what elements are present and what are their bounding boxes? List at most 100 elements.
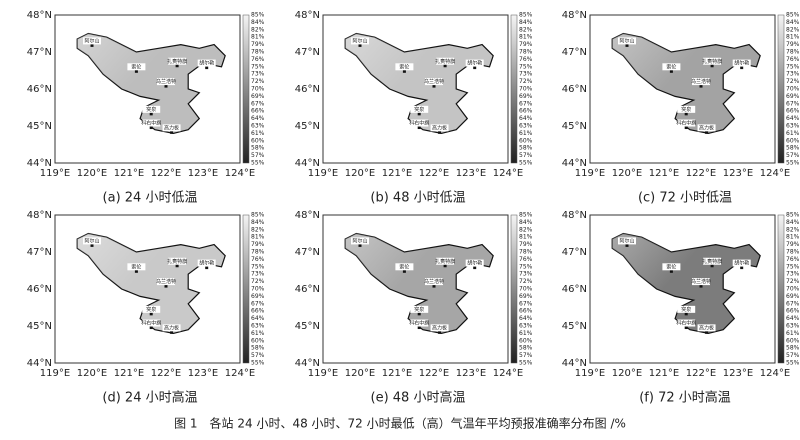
colorbar-label: 63% [251, 323, 265, 330]
station-label-bg [465, 259, 484, 267]
colorbar-label: 60% [786, 337, 800, 344]
lon-label: 124°E [760, 168, 790, 179]
station-label: 乌兰浩特 [691, 278, 711, 285]
colorbar-label: 63% [251, 123, 265, 130]
lon-label: 120°E [612, 168, 642, 179]
station-marker [740, 266, 744, 270]
lat-label: 44°N [27, 358, 52, 369]
lon-label: 124°E [760, 368, 790, 379]
station-marker [134, 69, 138, 73]
region-shade [612, 233, 761, 334]
lat-label: 45°N [27, 321, 52, 332]
station-marker [699, 284, 703, 288]
colorbar-label: 73% [251, 271, 265, 278]
colorbar-label: 70% [786, 86, 800, 93]
lat-label: 44°N [562, 358, 587, 369]
station-label-bg [197, 59, 216, 67]
station-label: 索伦 [131, 263, 141, 270]
colorbar-label: 79% [786, 41, 800, 48]
colorbar-label: 57% [519, 152, 533, 159]
colorbar-label: 63% [519, 323, 533, 330]
station-marker [402, 269, 406, 273]
station-marker [175, 64, 179, 68]
lon-label: 120°E [77, 168, 107, 179]
colorbar [510, 214, 518, 364]
lat-label: 45°N [295, 321, 320, 332]
lon-label: 122°E [419, 168, 449, 179]
station-label-bg [430, 324, 449, 332]
station-label: 高力板 [432, 324, 447, 331]
colorbar-label: 81% [519, 234, 533, 241]
panel-caption: (a) 24 小时低温 [103, 191, 198, 206]
colorbar-label: 76% [251, 56, 265, 63]
station-marker [358, 243, 362, 247]
station-label: 突泉 [681, 106, 691, 113]
colorbar-label: 85% [786, 212, 800, 219]
station-marker [684, 126, 688, 130]
colorbar-label: 79% [519, 41, 533, 48]
station-marker [710, 264, 714, 268]
colorbar-label: 61% [786, 130, 800, 137]
colorbar-label: 66% [519, 108, 533, 115]
lat-label: 45°N [562, 321, 587, 332]
colorbar-label: 67% [786, 100, 800, 107]
lon-label: 122°E [151, 368, 181, 379]
colorbar-label: 60% [519, 137, 533, 144]
station-label-bg [697, 124, 716, 132]
station-marker [205, 66, 209, 70]
colorbar-label: 57% [251, 352, 265, 359]
station-label: 突泉 [146, 306, 156, 313]
colorbar-label: 67% [786, 300, 800, 307]
station-label-bg [168, 57, 187, 65]
station-marker [149, 126, 153, 130]
colorbar [242, 14, 250, 164]
station-marker [149, 326, 153, 330]
colorbar-label: 64% [519, 315, 533, 322]
lon-label: 119°E [308, 168, 338, 179]
colorbar-label: 69% [251, 93, 265, 100]
colorbar-label: 61% [251, 130, 265, 137]
lon-label: 121°E [382, 168, 412, 179]
station-label: 胡尔勒 [467, 260, 482, 267]
colorbar-label: 67% [251, 100, 265, 107]
station-label: 阿尔山 [352, 37, 367, 44]
station-label-bg [732, 259, 751, 267]
station-marker [149, 312, 153, 316]
station-label-bg [703, 57, 722, 65]
lon-label: 120°E [345, 168, 375, 179]
lat-label: 44°N [27, 158, 52, 169]
figure-caption: 图 1 各站 24 小时、48 小时、72 小时最低（高）气温年平均预报准确率分… [174, 416, 626, 431]
panel-caption: (f) 72 小时高温 [639, 390, 731, 406]
lon-label: 119°E [308, 368, 338, 379]
lat-label: 45°N [295, 121, 320, 132]
colorbar-label: 67% [519, 300, 533, 307]
colorbar-label: 58% [786, 145, 800, 152]
colorbar-label: 69% [786, 93, 800, 100]
colorbar-label: 81% [251, 34, 265, 41]
region-shade [345, 33, 494, 134]
colorbar-label: 66% [786, 308, 800, 315]
colorbar-label: 85% [519, 212, 533, 219]
station-marker [432, 284, 436, 288]
station-label-bg [618, 37, 636, 45]
colorbar-label: 81% [786, 234, 800, 241]
panel-caption: (c) 72 小时低温 [638, 191, 732, 206]
station-label: 索伦 [399, 63, 409, 70]
station-label: 突泉 [146, 106, 156, 113]
colorbar-label: 76% [786, 56, 800, 63]
lat-label: 46°N [295, 284, 320, 295]
lat-label: 46°N [27, 284, 52, 295]
lat-label: 47°N [295, 247, 320, 258]
station-label: 阿尔山 [84, 37, 99, 44]
colorbar-label: 78% [251, 49, 265, 56]
station-marker [710, 64, 714, 68]
station-marker [625, 243, 629, 247]
station-marker [699, 84, 703, 88]
station-label-bg [351, 237, 369, 245]
station-marker [205, 266, 209, 270]
colorbar-label: 78% [251, 249, 265, 256]
lon-label: 119°E [575, 168, 605, 179]
station-marker [358, 43, 362, 47]
